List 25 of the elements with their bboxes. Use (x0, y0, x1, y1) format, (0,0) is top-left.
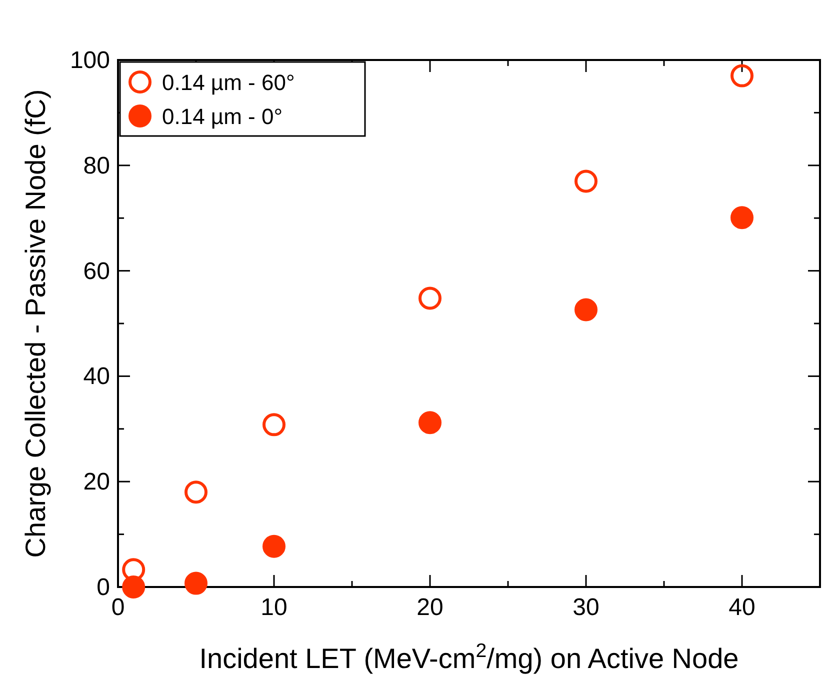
point (262, 534, 286, 558)
x-tick-label: 10 (260, 594, 288, 621)
legend-label: 0.14 µm - 60° (162, 70, 295, 95)
point (730, 206, 754, 230)
point (730, 64, 754, 88)
point (574, 298, 598, 322)
x-axis-title: Incident LET (MeV-cm$^{2}$/mg) on Active Node (199, 640, 739, 674)
y-tick-label: 60 (83, 258, 110, 285)
point (418, 411, 442, 434)
x-tick-label: 20 (416, 594, 444, 621)
y-tick-label: 80 (83, 152, 110, 180)
point (184, 480, 208, 504)
y-tick-label: 0 (96, 574, 110, 601)
x-tick-label: 40 (728, 594, 756, 621)
y-tick-label: 100 (70, 47, 110, 74)
legend-label: 0.14 µm - 0° (162, 104, 283, 129)
y-axis-title: Charge Collected - Passive Node (fC) (20, 89, 51, 558)
point (262, 413, 286, 436)
point (574, 170, 598, 193)
point (122, 576, 146, 598)
point (184, 572, 208, 595)
x-tick-label: 30 (572, 594, 600, 621)
point (418, 286, 442, 310)
y-tick-label: 20 (83, 468, 110, 496)
y-tick-label: 40 (83, 363, 110, 390)
